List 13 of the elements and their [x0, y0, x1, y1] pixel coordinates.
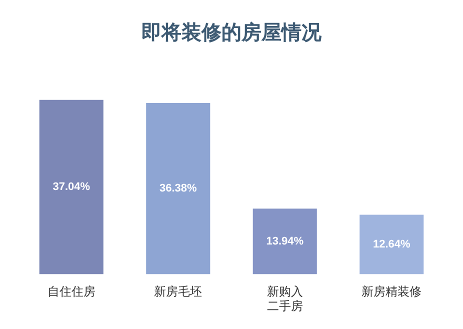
- bar: [39, 100, 104, 274]
- x-tick-label: 新购入二手房: [266, 284, 303, 313]
- data-label: 36.38%: [159, 182, 197, 195]
- x-tick-label: 新房精装修: [362, 284, 422, 299]
- data-label: 37.04%: [52, 181, 90, 194]
- chart-title: 即将装修的房屋情况: [142, 20, 322, 44]
- data-label: 12.64%: [372, 238, 410, 250]
- data-label: 13.94%: [266, 235, 304, 248]
- bar: [360, 214, 424, 274]
- x-tick-label: 新房毛坯: [154, 284, 202, 299]
- x-tick-label: 自住住房: [47, 284, 96, 299]
- bar: [146, 103, 210, 274]
- bar: [252, 208, 317, 274]
